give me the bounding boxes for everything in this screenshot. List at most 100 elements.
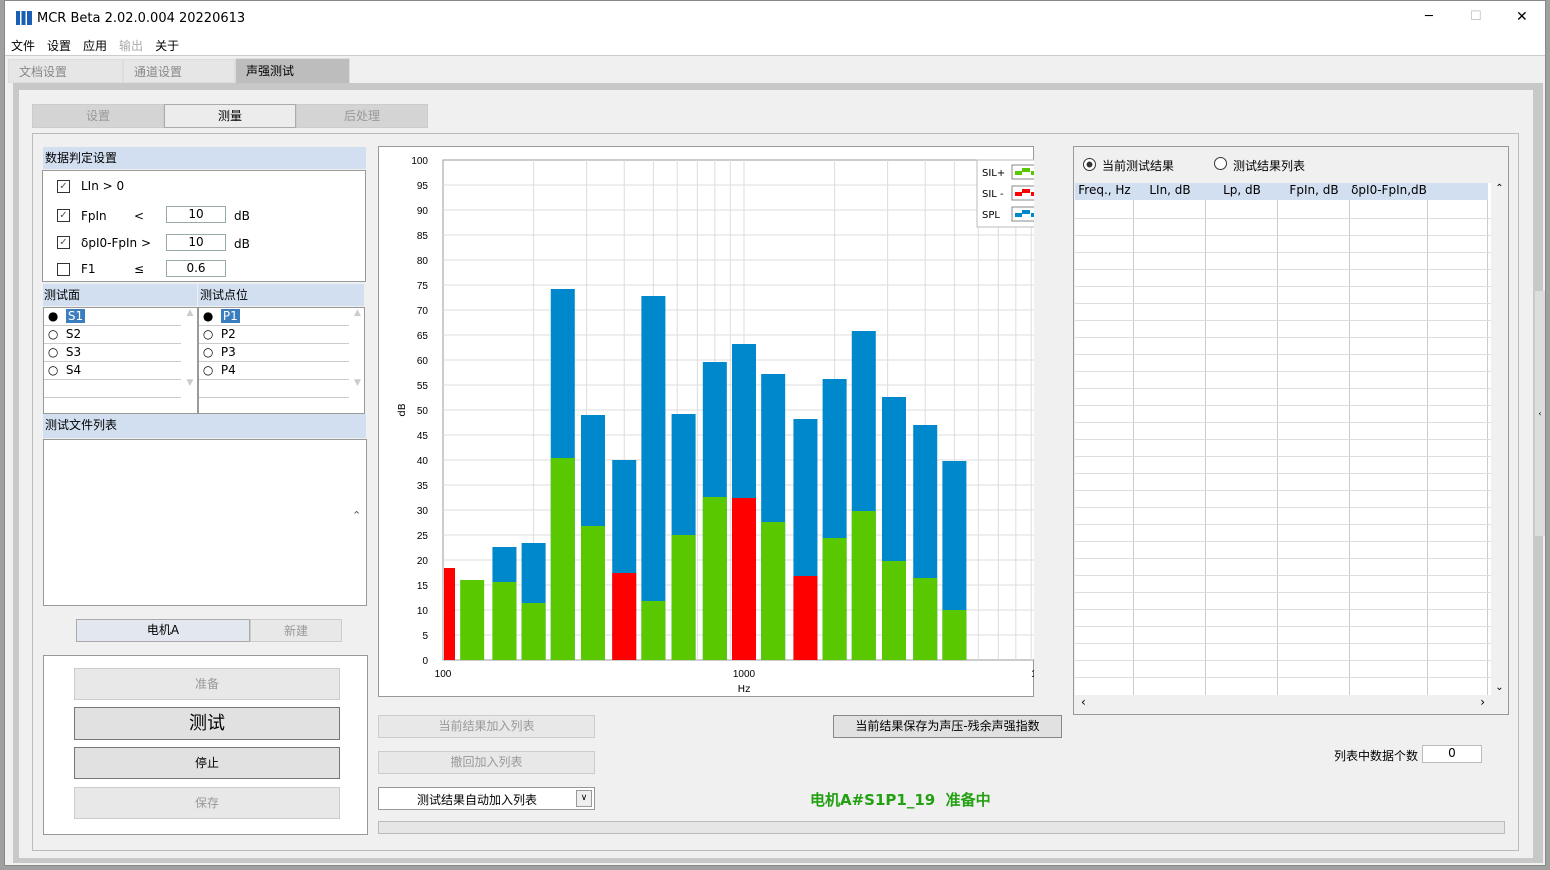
list-item[interactable]: ○ P4 [199,362,349,380]
column-header[interactable]: δpI0-FpIn,dB [1350,183,1428,200]
list-item[interactable]: ○ S4 [44,362,181,380]
f1-input[interactable]: 0.6 [166,260,226,277]
close-button[interactable]: ✕ [1516,9,1528,25]
prepare-button[interactable]: 准备 [74,668,340,700]
bar-sil [942,610,967,660]
bar-sil [702,497,727,660]
undo-add-button[interactable]: 撤回加入列表 [378,751,595,774]
x-axis-label: Hz [738,684,751,695]
bar-sil [460,580,485,660]
table-row [1075,542,1491,559]
column-header[interactable]: LIn, dB [1134,183,1206,200]
scrollbar-vertical[interactable]: ⌃ ⌄ [1491,183,1508,695]
points-list[interactable]: ● P1 ○ P2 ○ P3 ○ P4 ▲ ▼ [198,307,365,414]
legend-label: SIL+ [982,168,1005,179]
f1-operator: ≤ [134,262,145,276]
test-button[interactable]: 测试 [74,707,340,740]
lin-checkbox[interactable]: ✓ [57,180,70,193]
list-item[interactable]: ○ P2 [199,326,349,344]
y-tick-label: 35 [417,481,429,492]
table-row [1075,355,1491,372]
radio-result-list[interactable] [1214,157,1227,170]
fpin-input[interactable]: 10 [166,206,226,223]
files-list[interactable]: ⌃ [43,439,367,606]
side-collapse-handle[interactable]: ‹ [1535,291,1545,536]
radio-current-label[interactable]: 当前测试结果 [1102,159,1175,173]
surface-header: 测试面 [43,284,197,306]
y-tick-label: 85 [417,231,429,242]
chevron-down-icon[interactable]: ∨ [576,790,592,807]
dpi0-unit: dB [234,237,250,251]
list-item[interactable]: ● P1 [199,308,349,326]
f1-label: F1 [81,262,96,276]
y-tick-label: 55 [417,381,429,392]
table-row [1075,610,1491,627]
list-item[interactable]: ○ S2 [44,326,181,344]
column-header[interactable]: FpIn, dB [1278,183,1350,200]
radio-current-result[interactable] [1083,158,1096,171]
dpi0-input[interactable]: 10 [166,234,226,251]
column-header[interactable]: Lp, dB [1206,183,1278,200]
scrollbar[interactable]: ▲ ▼ [186,308,194,388]
menu-settings[interactable]: 设置 [47,39,72,53]
y-tick-label: 40 [417,456,429,467]
auto-add-dropdown[interactable]: 测试结果自动加入列表 ∨ [378,787,595,810]
y-tick-label: 50 [417,406,429,417]
dpi0-checkbox[interactable]: ✓ [57,236,70,249]
subtab-measure[interactable]: 测量 [164,104,296,128]
subtab-postprocess[interactable]: 后处理 [296,104,428,128]
legend-label: SPL [982,210,1000,221]
legend-swatch-mark [1031,171,1034,175]
y-tick-label: 70 [417,306,429,317]
menu-file[interactable]: 文件 [11,39,36,53]
bar-sil [822,538,847,660]
f1-checkbox[interactable] [57,263,70,276]
file-current-button[interactable]: 电机A [76,619,250,642]
app-logo-icon [16,11,32,25]
stop-button[interactable]: 停止 [74,747,340,779]
radio-list-label[interactable]: 测试结果列表 [1233,159,1306,173]
count-label: 列表中数据个数 [1334,749,1419,763]
maximize-button[interactable]: ☐ [1470,9,1482,24]
table-row [1075,423,1491,440]
list-item[interactable]: ● S1 [44,308,181,326]
y-tick-label: 45 [417,431,429,442]
table-row [1075,627,1491,644]
table-row [1075,457,1491,474]
table-row [1075,559,1491,576]
save-index-button[interactable]: 当前结果保存为声压-残余声强指数 [833,715,1062,738]
scrollbar-horizontal[interactable]: ‹ › [1075,695,1491,712]
menu-apply[interactable]: 应用 [83,39,108,53]
y-tick-label: 20 [417,556,429,567]
column-header[interactable] [1428,183,1488,200]
subtab-settings[interactable]: 设置 [32,104,164,128]
menu-output[interactable]: 输出 [119,39,144,53]
list-item[interactable]: ○ S3 [44,344,181,362]
tab-intensity-test[interactable]: 声强测试 [235,58,350,84]
column-header[interactable]: Freq., Hz [1075,183,1134,200]
list-item[interactable]: ○ P3 [199,344,349,362]
legend-swatch-mark [1022,189,1030,193]
menu-about[interactable]: 关于 [155,39,180,53]
table-row [1075,644,1491,661]
surface-list[interactable]: ● S1 ○ S2 ○ S3 ○ S4 ▲ ▼ [43,307,198,414]
y-tick-label: 0 [422,656,428,667]
results-table: Freq., Hz LIn, dB Lp, dB FpIn, dB δpI0-FpIn,… [1075,183,1491,695]
y-tick-label: 95 [417,181,429,192]
scrollbar[interactable]: ⌃ [352,509,362,522]
file-new-button[interactable]: 新建 [250,619,342,642]
add-to-list-button[interactable]: 当前结果加入列表 [378,715,595,738]
y-axis-label: dB [397,403,408,416]
fpin-checkbox[interactable]: ✓ [57,209,70,222]
tab-doc-settings[interactable]: 文档设置 [8,59,123,83]
dpi0-label: δpI0-FpIn > [81,236,151,250]
minimize-button[interactable]: ─ [1425,9,1433,24]
window-title: MCR Beta 2.02.0.004 20220613 [37,11,246,26]
save-button[interactable]: 保存 [74,787,340,819]
x-tick-label: 1000 [733,669,756,680]
table-row [1075,372,1491,389]
bar-sil [492,582,517,660]
bar-sil [641,601,666,660]
scrollbar[interactable]: ▲ ▼ [354,308,361,388]
tab-channel-settings[interactable]: 通道设置 [123,59,235,83]
